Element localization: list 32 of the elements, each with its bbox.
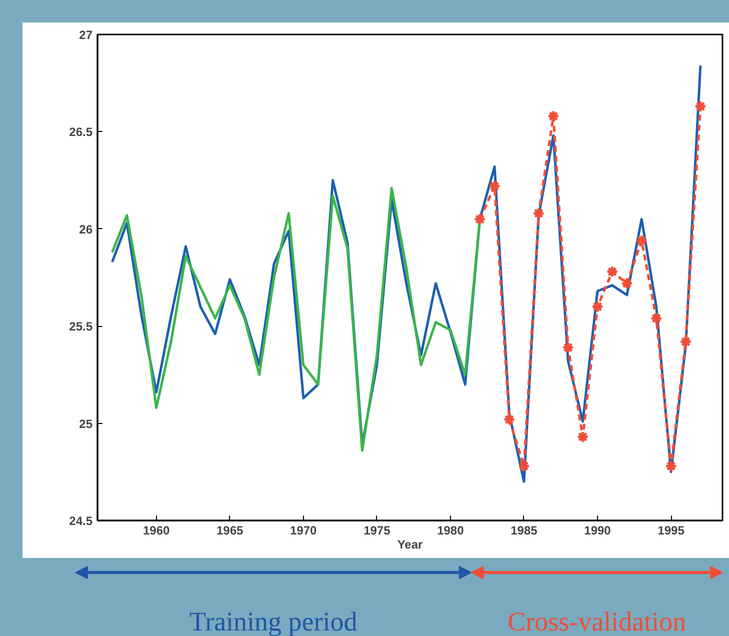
point: [620, 277, 634, 290]
point: [562, 341, 574, 354]
line-series: [110, 186, 482, 452]
x-tick-label: 1995: [658, 524, 685, 538]
text: Training period: [190, 606, 358, 636]
point: [474, 212, 486, 226]
y-tick-label: 26: [79, 222, 93, 236]
x-tick-label: 1980: [437, 524, 464, 538]
x-tick-label: 1965: [216, 524, 244, 538]
point: [532, 207, 545, 220]
point: [635, 234, 648, 247]
x-tick-label: 1975: [364, 524, 391, 538]
point: [503, 413, 516, 426]
point: [650, 312, 663, 325]
y-tick-label: 26.5: [69, 125, 93, 140]
x-axis-title: Year: [397, 538, 424, 552]
x-tick-label: 1960: [142, 524, 170, 538]
x-tick-label: 1970: [290, 524, 318, 538]
y-tick-label: 25: [79, 416, 93, 431]
x-tick-label: 1985: [510, 524, 538, 538]
point: [591, 300, 604, 313]
x-tick-label: 1990: [584, 524, 612, 538]
text: Cross-validation: [508, 606, 687, 636]
point: [606, 265, 618, 278]
y-tick-label: 25.5: [69, 320, 93, 334]
point: [679, 335, 692, 348]
y-tick-label: 27: [79, 28, 93, 42]
point: [576, 430, 590, 444]
y-tick-label: 24.5: [69, 514, 93, 528]
point: [694, 100, 707, 113]
point: [664, 460, 678, 472]
point: [547, 110, 560, 122]
